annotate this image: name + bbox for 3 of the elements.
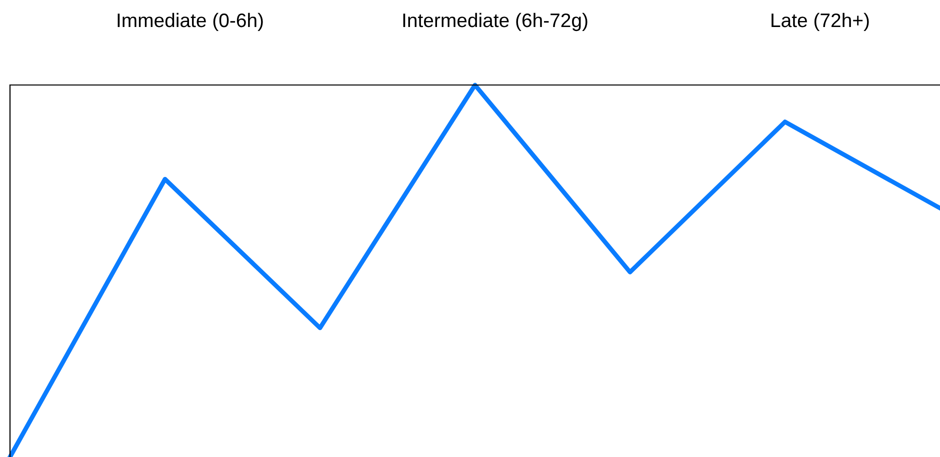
text: Late (72h+) xyxy=(772,12,869,32)
text: Intermediate (6h-72g) xyxy=(403,12,588,32)
text: Immediate (0-6h) xyxy=(118,12,263,32)
